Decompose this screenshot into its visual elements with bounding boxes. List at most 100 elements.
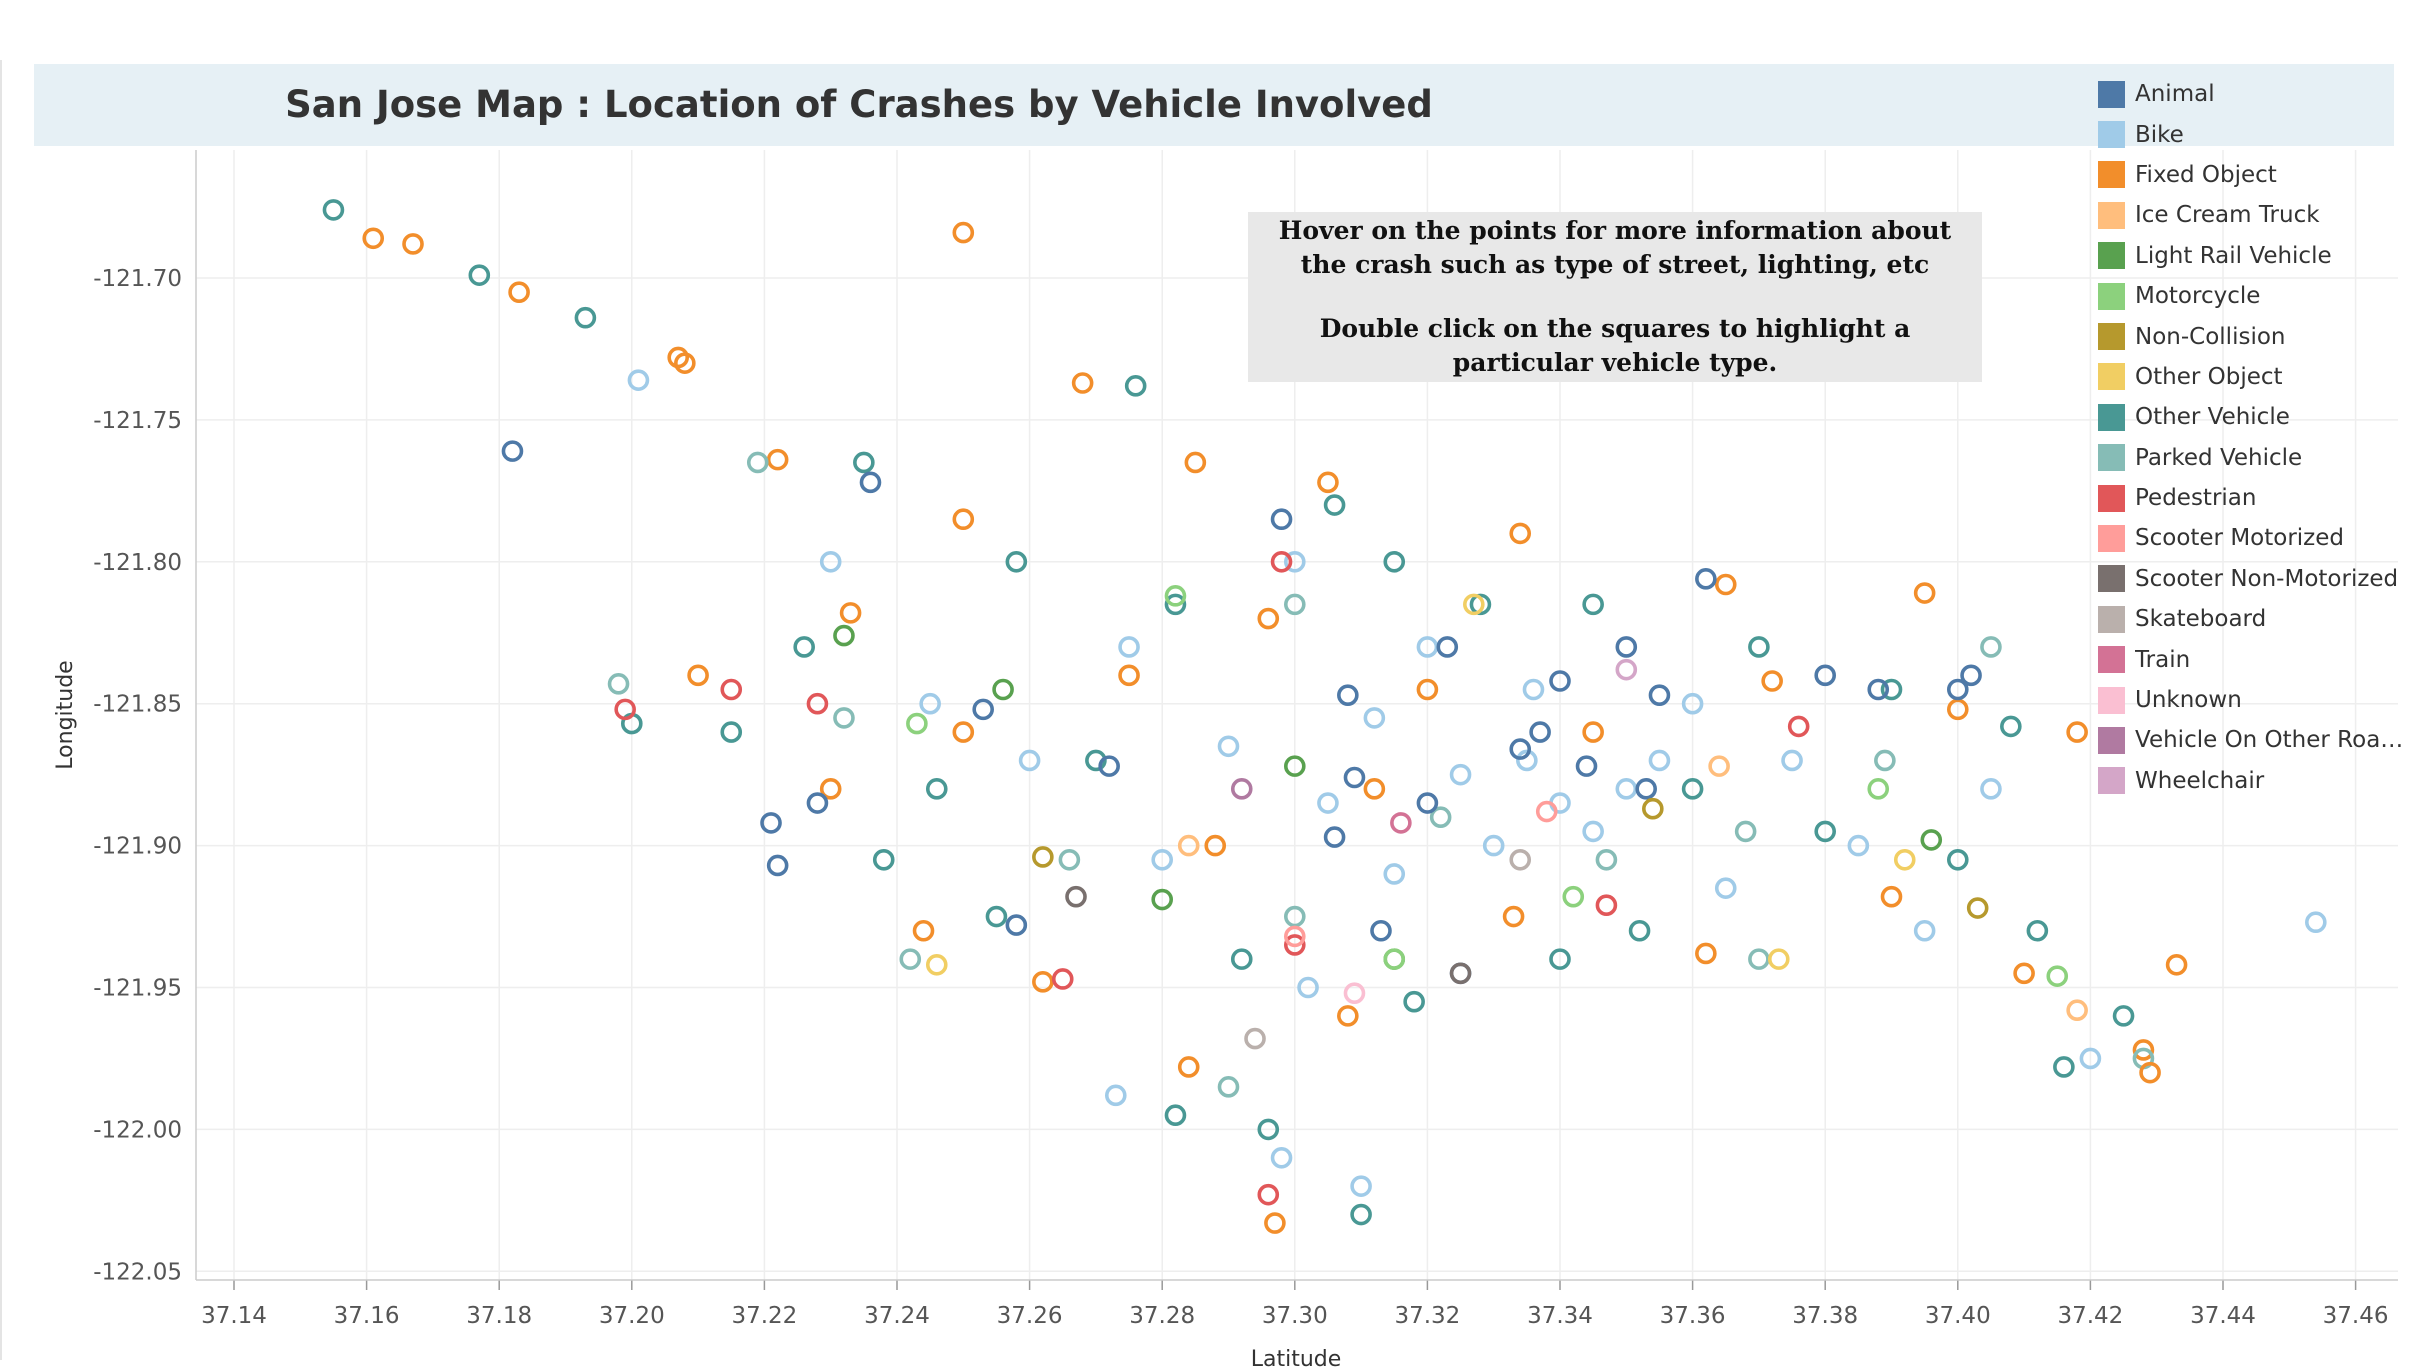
data-point-fixed-object[interactable] [1695, 942, 1717, 965]
legend-swatch[interactable] [2098, 484, 2125, 512]
data-point-bike[interactable] [1151, 848, 1173, 871]
data-point-wheelchair[interactable] [1615, 658, 1638, 681]
data-point-parked-vehicle[interactable] [1284, 593, 1306, 616]
data-point-fixed-object[interactable] [1880, 885, 1903, 908]
data-point-motorcycle[interactable] [2046, 965, 2069, 987]
data-point-other-vehicle[interactable] [1350, 1203, 1372, 1226]
data-point-other-vehicle[interactable] [2026, 919, 2049, 942]
data-point-bike[interactable] [2079, 1047, 2102, 1070]
data-point-pedestrian[interactable] [1284, 934, 1306, 956]
data-point-motorcycle[interactable] [1164, 585, 1187, 607]
data-point-bike[interactable] [1350, 1175, 1372, 1197]
data-point-light-rail-vehicle[interactable] [1284, 755, 1306, 777]
data-point-pedestrian[interactable] [1051, 968, 1074, 990]
data-point-fixed-object[interactable] [952, 508, 975, 531]
legend-swatch[interactable] [2098, 605, 2125, 633]
data-point-bike[interactable] [1681, 692, 1704, 715]
data-point-ice-cream-truck[interactable] [2066, 999, 2088, 1022]
data-point-other-vehicle[interactable] [1681, 778, 1704, 800]
data-point-ice-cream-truck[interactable] [1177, 834, 1200, 857]
data-point-other-object[interactable] [1463, 593, 1485, 616]
data-point-scooter-motorized[interactable] [1284, 925, 1306, 948]
data-point-fixed-object[interactable] [1502, 905, 1525, 928]
data-point-bike[interactable] [1363, 707, 1386, 729]
data-point-other-vehicle[interactable] [2000, 715, 2022, 738]
legend-item[interactable]: Motorcycle [2098, 276, 2418, 316]
data-point-fixed-object[interactable] [1714, 573, 1737, 596]
data-point-ice-cream-truck[interactable] [1708, 755, 1730, 777]
legend-item[interactable]: Scooter Motorized [2098, 518, 2418, 558]
data-point-bike[interactable] [1913, 919, 1936, 942]
legend-swatch[interactable] [2098, 363, 2125, 391]
data-point-non-collision[interactable] [1966, 897, 1989, 919]
legend-item[interactable]: Vehicle On Other Roadw.. [2098, 720, 2418, 760]
data-point-bike[interactable] [1522, 678, 1545, 701]
data-point-motorcycle[interactable] [1383, 948, 1406, 970]
data-point-other-vehicle[interactable] [1124, 375, 1147, 397]
data-point-fixed-object[interactable] [508, 281, 530, 303]
data-point-other-vehicle[interactable] [1814, 820, 1836, 843]
data-point-parked-vehicle[interactable] [1874, 749, 1896, 772]
data-point-other-vehicle[interactable] [1085, 749, 1107, 772]
legend-item[interactable]: Train [2098, 639, 2418, 679]
data-point-unknown[interactable] [1343, 982, 1366, 1004]
data-point-bike[interactable] [1847, 834, 1870, 857]
data-point-parked-vehicle[interactable] [1980, 636, 2002, 658]
data-point-other-object[interactable] [1767, 948, 1790, 970]
data-point-fixed-object[interactable] [1761, 670, 1783, 692]
data-point-scooter-non-motorized[interactable] [1065, 885, 1087, 908]
data-point-fixed-object[interactable] [402, 233, 424, 255]
data-point-other-vehicle[interactable] [1005, 550, 1028, 573]
data-point-scooter-non-motorized[interactable] [1449, 962, 1472, 985]
legend-swatch[interactable] [2098, 726, 2125, 754]
data-point-parked-vehicle[interactable] [746, 451, 769, 474]
data-point-fixed-object[interactable] [2132, 1039, 2155, 1061]
data-point-animal[interactable] [1416, 792, 1439, 814]
data-point-fixed-object[interactable] [1582, 721, 1604, 743]
data-point-bike[interactable] [1714, 877, 1737, 899]
data-point-bike[interactable] [1118, 636, 1140, 658]
data-point-skateboard[interactable] [1244, 1027, 1266, 1050]
legend-swatch[interactable] [2098, 323, 2125, 351]
data-point-fixed-object[interactable] [1913, 582, 1936, 604]
data-point-other-vehicle[interactable] [1748, 636, 1770, 658]
data-point-animal[interactable] [1648, 684, 1671, 706]
data-point-fixed-object[interactable] [2165, 953, 2188, 976]
data-point-fixed-object[interactable] [766, 448, 789, 471]
data-point-animal[interactable] [1005, 914, 1028, 936]
data-point-fixed-object[interactable] [839, 602, 862, 624]
legend-swatch[interactable] [2098, 242, 2125, 270]
data-point-non-collision[interactable] [1642, 797, 1664, 820]
data-point-bike[interactable] [1615, 778, 1638, 800]
data-point-other-vehicle[interactable] [925, 778, 948, 800]
data-point-other-vehicle[interactable] [1469, 593, 1492, 616]
data-point-fixed-object[interactable] [1363, 778, 1386, 800]
data-point-fixed-object[interactable] [952, 221, 975, 244]
data-point-scooter-motorized[interactable] [1535, 800, 1558, 823]
legend-swatch[interactable] [2098, 201, 2125, 229]
data-point-parked-vehicle[interactable] [1284, 905, 1306, 928]
data-point-bike[interactable] [1018, 749, 1041, 772]
data-point-animal[interactable] [1947, 678, 1969, 701]
data-point-animal[interactable] [972, 698, 994, 721]
data-point-other-vehicle[interactable] [1383, 550, 1406, 573]
data-point-animal[interactable] [766, 854, 789, 877]
data-point-parked-vehicle[interactable] [899, 948, 922, 970]
data-point-light-rail-vehicle[interactable] [833, 624, 855, 647]
legend-item[interactable]: Unknown [2098, 680, 2418, 720]
legend-swatch[interactable] [2098, 80, 2125, 108]
data-point-fixed-object[interactable] [674, 352, 696, 374]
data-point-bike[interactable] [1516, 749, 1538, 772]
data-point-other-vehicle[interactable] [853, 451, 875, 474]
data-point-pedestrian[interactable] [1270, 550, 1293, 573]
data-point-bike[interactable] [1482, 834, 1505, 857]
data-point-parked-vehicle[interactable] [1748, 948, 1770, 970]
data-point-animal[interactable] [806, 792, 829, 814]
data-point-bike[interactable] [1217, 735, 1240, 758]
data-point-fixed-object[interactable] [1204, 834, 1227, 857]
data-point-fixed-object[interactable] [1184, 451, 1207, 474]
legend-swatch[interactable] [2098, 524, 2125, 552]
data-point-parked-vehicle[interactable] [1734, 820, 1757, 843]
data-point-fixed-object[interactable] [2013, 962, 2035, 985]
data-point-animal[interactable] [1635, 778, 1657, 800]
